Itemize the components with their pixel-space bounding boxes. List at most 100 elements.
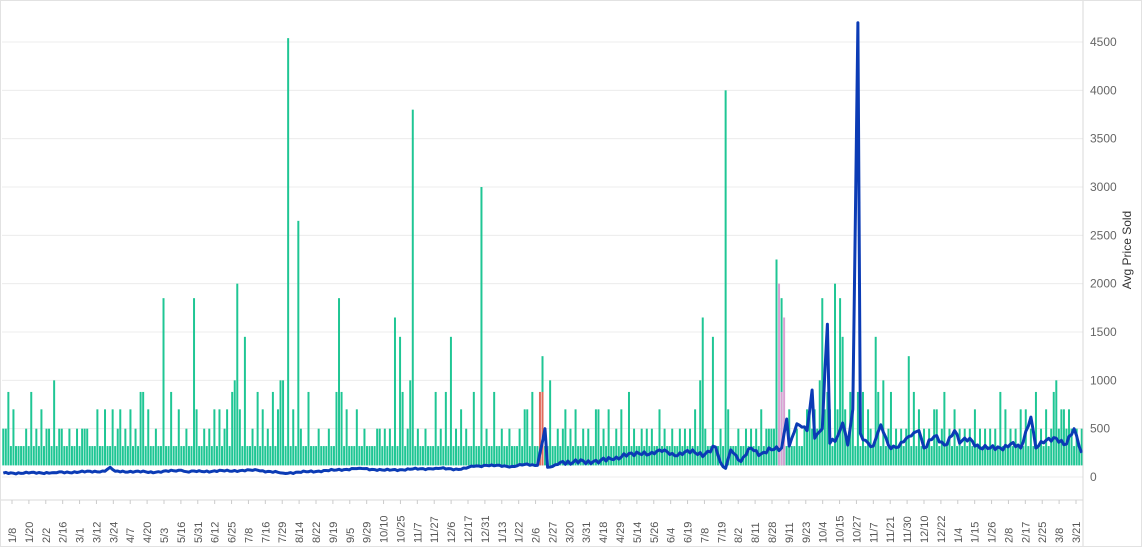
bar xyxy=(393,317,396,466)
bar xyxy=(1040,428,1043,466)
x-tick-label: 2/2 xyxy=(41,528,53,543)
x-tick-label: 9/23 xyxy=(801,522,813,543)
bar xyxy=(414,446,417,466)
x-tick-label: 9/29 xyxy=(362,522,374,543)
bar xyxy=(620,409,623,466)
bar xyxy=(86,428,89,466)
bar xyxy=(861,391,864,466)
bar xyxy=(981,446,984,466)
bar-highlight xyxy=(783,317,786,466)
price-line xyxy=(2,21,1084,476)
bar xyxy=(1070,428,1073,466)
bar xyxy=(640,428,643,466)
bar xyxy=(111,409,114,466)
bar xyxy=(221,446,224,466)
bar xyxy=(760,409,763,466)
bar xyxy=(556,428,559,466)
bar xyxy=(208,428,211,466)
bar xyxy=(1006,446,1009,466)
bar xyxy=(638,446,641,466)
bar xyxy=(498,446,501,466)
bar xyxy=(121,446,124,466)
x-tick-label: 6/12 xyxy=(210,522,222,543)
bar xyxy=(744,428,747,466)
bar xyxy=(755,428,758,466)
bar xyxy=(83,428,86,466)
bar xyxy=(210,446,213,466)
bar xyxy=(617,446,620,466)
bar xyxy=(81,428,84,466)
x-tick-label: 7/29 xyxy=(277,522,289,543)
bar xyxy=(432,446,435,466)
x-tick-label: 5/16 xyxy=(176,522,188,543)
bar xyxy=(678,428,681,466)
bar xyxy=(193,298,196,466)
bar xyxy=(373,446,376,466)
x-tick-label: 2/8 xyxy=(1003,528,1015,543)
bar xyxy=(488,446,491,466)
gridlines xyxy=(2,41,1083,478)
bar xyxy=(292,409,295,466)
bar xyxy=(4,428,7,466)
bar xyxy=(411,109,414,466)
bar xyxy=(600,446,602,466)
bar xyxy=(666,446,669,466)
x-tick-label: 8/14 xyxy=(294,522,306,543)
bar xyxy=(269,446,272,466)
bar xyxy=(971,446,974,466)
bar xyxy=(1022,446,1025,466)
x-tick-label: 7/19 xyxy=(716,522,728,543)
x-tick-label: 11/7 xyxy=(868,522,880,543)
bar xyxy=(249,446,251,466)
bar xyxy=(348,446,351,466)
bar xyxy=(297,220,300,466)
x-tick-label: 2/27 xyxy=(547,522,559,543)
bar xyxy=(65,446,68,466)
bar xyxy=(1078,446,1081,466)
bar xyxy=(500,428,503,466)
bar xyxy=(523,409,526,466)
bar xyxy=(635,446,638,466)
bar xyxy=(226,409,229,466)
bar xyxy=(129,409,132,466)
bar xyxy=(821,298,824,466)
bar xyxy=(493,391,496,466)
bar xyxy=(953,409,956,466)
bar xyxy=(12,409,15,466)
bar xyxy=(879,446,882,466)
x-tick-label: 7/16 xyxy=(260,522,272,543)
bar xyxy=(154,428,157,466)
bar xyxy=(584,446,587,466)
bar xyxy=(686,446,689,466)
bar xyxy=(302,446,305,466)
bar xyxy=(200,446,203,466)
x-tick-label: 1/20 xyxy=(24,522,36,543)
bar xyxy=(7,391,10,466)
bar xyxy=(806,409,809,466)
bar xyxy=(276,409,279,466)
bar xyxy=(798,446,801,466)
bar xyxy=(961,446,964,466)
bar xyxy=(658,409,661,466)
bar xyxy=(109,446,112,466)
bar xyxy=(793,446,796,466)
y-tick-label: 2000 xyxy=(1090,277,1117,291)
bar xyxy=(1050,428,1053,466)
bar xyxy=(551,446,554,466)
bar xyxy=(602,428,605,466)
bar xyxy=(1004,409,1007,466)
bar xyxy=(976,446,979,466)
bar xyxy=(574,409,577,466)
bar xyxy=(406,428,409,466)
bar xyxy=(27,446,30,466)
bar xyxy=(528,446,531,466)
bar xyxy=(645,428,648,466)
bar xyxy=(1034,391,1037,466)
bar xyxy=(709,446,712,466)
bar xyxy=(917,409,920,466)
bar xyxy=(116,428,119,466)
bar xyxy=(315,446,318,466)
bar xyxy=(182,446,185,466)
bar xyxy=(167,446,170,466)
